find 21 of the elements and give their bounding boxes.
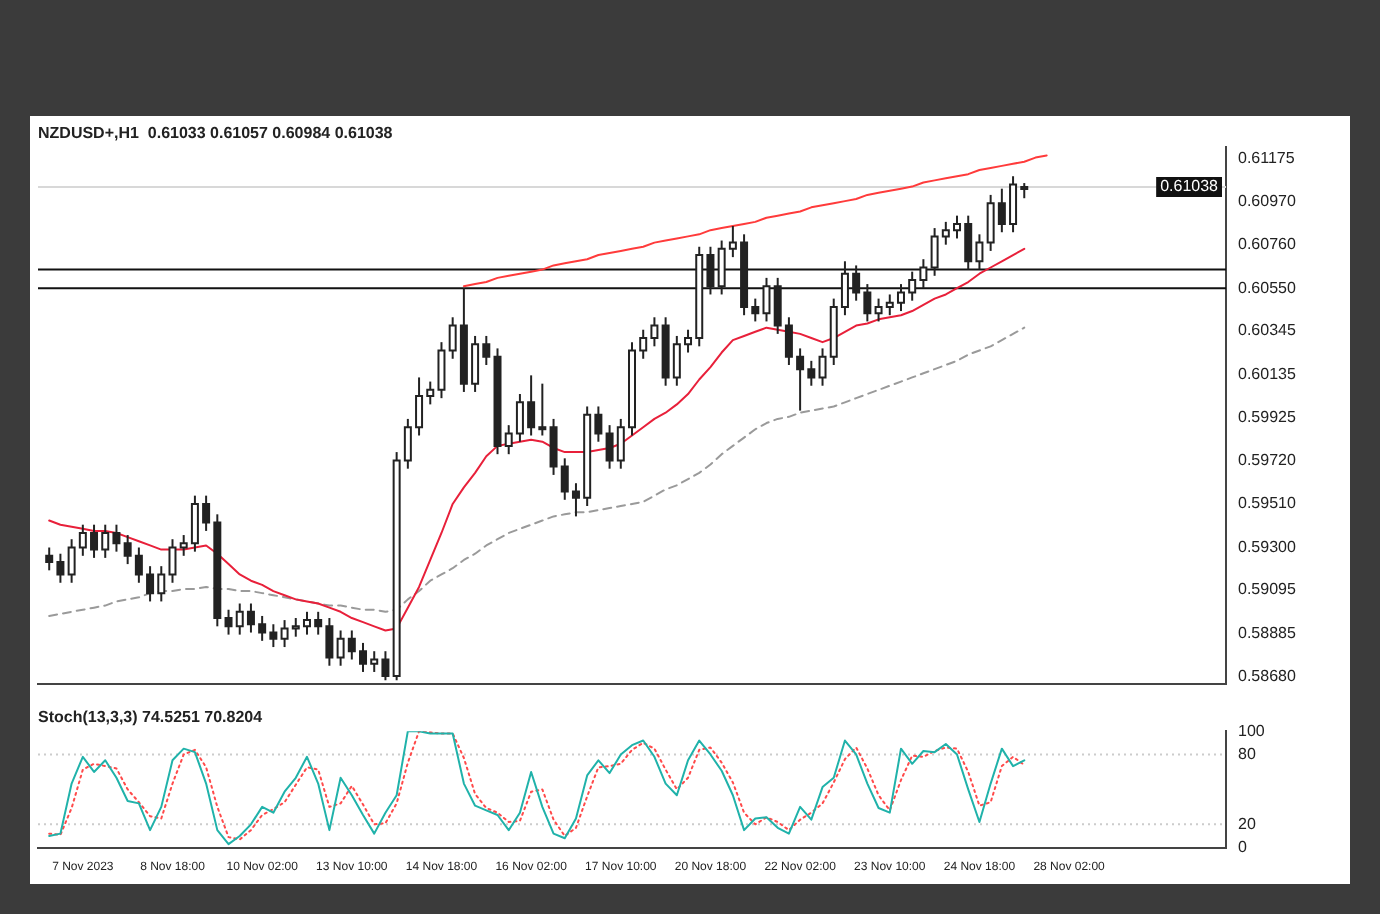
y-tick-label: 0	[1238, 838, 1248, 857]
y-tick-label: 0.59300	[1238, 537, 1297, 556]
y-tick-label: 0.59720	[1238, 450, 1297, 469]
y-tick-label: 0.60760	[1238, 235, 1297, 254]
y-tick-label: 0.59925	[1238, 408, 1297, 427]
y-tick-label: 0.59510	[1238, 494, 1297, 513]
ref-line-label: 0.61038	[1160, 177, 1220, 196]
y-tick-label: 0.58680	[1238, 666, 1297, 685]
y-tick-label: 100	[1238, 721, 1266, 740]
y-tick-label: 0.60345	[1238, 321, 1297, 340]
y-tick-label: 0.58885	[1238, 623, 1297, 642]
y-tick-label: 80	[1238, 744, 1257, 763]
y-tick-label: 0.59095	[1238, 580, 1297, 599]
y-tick-label: 0.60550	[1238, 278, 1297, 297]
chart-title: NZDUSD+,H1 0.61033 0.61057 0.60984 0.61038	[38, 124, 394, 143]
y-tick-label: 0.60135	[1238, 364, 1297, 383]
chart-title: Stoch(13,3,3) 74.5251 70.8204	[38, 708, 264, 727]
y-tick-label: 0.61175	[1238, 149, 1296, 168]
line-series	[48, 326, 1026, 617]
y-tick-label: 20	[1238, 814, 1257, 833]
y-tick-label: 0.60970	[1238, 191, 1297, 210]
